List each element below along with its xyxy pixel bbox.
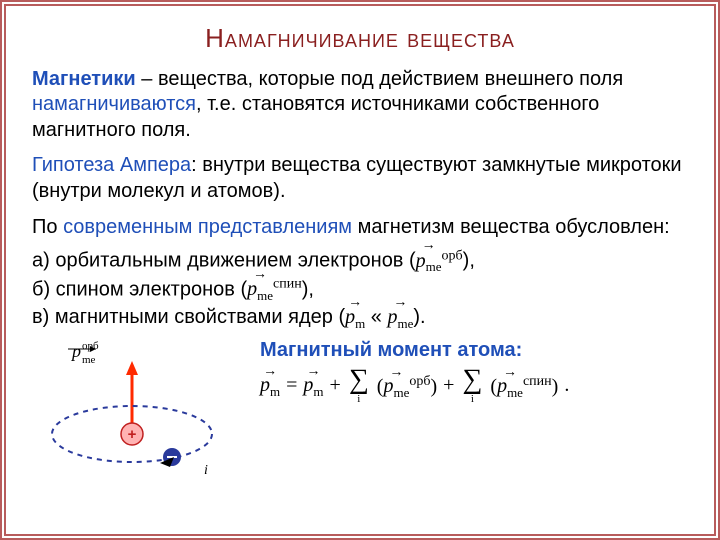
causes-list: а) орбитальным движением электронов (pme…	[32, 246, 688, 331]
atom-diagram: p me орб + i	[32, 339, 252, 469]
slide-frame: Намагничивание вещества Магнетики – веще…	[0, 0, 720, 540]
slide-title: Намагничивание вещества	[32, 24, 688, 53]
magnetic-moment-block: Магнитный момент атома: pm = pm + ∑i (pm…	[252, 339, 688, 405]
f-sigma2: ∑i	[462, 366, 482, 405]
formula-p-nuc: pm	[345, 306, 365, 328]
svg-text:+: +	[128, 426, 137, 443]
cause-orbital: а) орбитальным движением электронов (pme…	[32, 246, 688, 275]
f-term3: (pmeспин)	[490, 374, 558, 399]
cause-nuclear: в) магнитными свойствами ядер (pm « pme)…	[32, 303, 688, 331]
hl-namagnichivayutsya: намагничиваются	[32, 93, 196, 115]
paragraph-magnetiki: Магнетики – вещества, которые под действ…	[32, 67, 688, 144]
formula-p-spin: pmeспин	[247, 278, 302, 300]
paragraph-ampere: Гипотеза Ампера: внутри вещества существ…	[32, 153, 688, 204]
bottom-row: p me орб + i	[32, 339, 688, 469]
moment-title: Магнитный момент атома:	[260, 339, 688, 362]
svg-text:p: p	[70, 341, 81, 361]
svg-text:me: me	[82, 354, 96, 366]
f-term2: (pmeорб)	[377, 374, 437, 399]
moment-formula: pm = pm + ∑i (pmeорб) + ∑i (pmeспин) .	[260, 366, 688, 405]
hl-hypothesis-ampere: Гипотеза Ампера	[32, 154, 191, 176]
f-term1: pm	[303, 374, 323, 397]
f-sigma1: ∑i	[349, 366, 369, 405]
svg-text:i: i	[204, 463, 208, 478]
term-magnetiki: Магнетики	[32, 68, 136, 90]
paragraph-modern: По современным представлениям магнетизм …	[32, 215, 688, 241]
formula-p-orb: pmeорб	[416, 250, 463, 272]
hl-modern-views: современным представлениям	[63, 216, 352, 238]
f-lhs: pm	[260, 374, 280, 397]
